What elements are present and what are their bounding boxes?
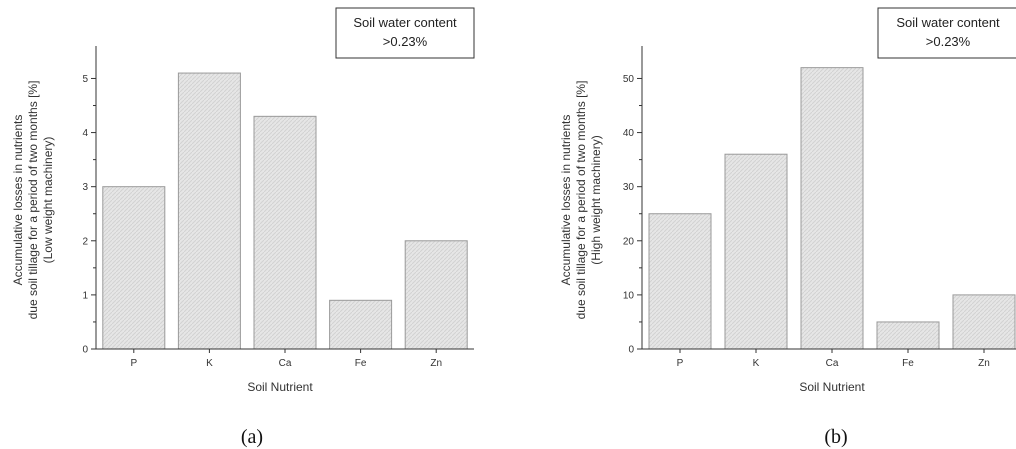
y-axis-title-line-2: due soil tillage for a period of two mon… bbox=[26, 81, 40, 320]
x-tick-label: Ca bbox=[279, 358, 292, 369]
y-axis-title-line-3: (Low weight machinery) bbox=[41, 137, 55, 264]
y-tick-label: 0 bbox=[628, 345, 634, 356]
y-axis-title-line-3: (High weight machinery) bbox=[589, 135, 603, 264]
bar-k bbox=[177, 72, 241, 350]
bar-zn bbox=[404, 240, 468, 350]
y-tick-label: 1 bbox=[82, 290, 88, 301]
x-axis-title: Soil Nutrient bbox=[799, 380, 865, 394]
y-ticks: 0 1 2 3 4 5 bbox=[82, 74, 96, 356]
bar-fe bbox=[329, 299, 393, 350]
x-tick-label: Fe bbox=[355, 358, 367, 369]
x-tick-label: Fe bbox=[902, 358, 914, 369]
bars bbox=[102, 72, 468, 350]
y-tick-label: 50 bbox=[623, 74, 635, 85]
y-tick-label: 20 bbox=[623, 236, 635, 247]
y-axis-title-line-1: Accumulative losses in nutrients bbox=[11, 115, 25, 286]
x-ticks: P K Ca Fe Zn bbox=[130, 349, 442, 369]
y-tick-label: 5 bbox=[82, 74, 88, 85]
y-tick-label: 0 bbox=[82, 345, 88, 356]
bar-ca bbox=[800, 67, 864, 350]
legend-frame bbox=[335, 7, 475, 59]
y-axis-title-line-1: Accumulative losses in nutrients bbox=[559, 115, 573, 286]
x-tick-label: Zn bbox=[978, 358, 990, 369]
y-axis-title: Accumulative losses in nutrients due soi… bbox=[559, 81, 603, 320]
legend-line-2: >0.23% bbox=[926, 34, 971, 49]
panel-caption: (a) bbox=[241, 426, 263, 448]
legend-box: Soil water content >0.23% bbox=[877, 7, 1016, 59]
bar-zn bbox=[952, 294, 1016, 350]
y-tick-label: 30 bbox=[623, 182, 635, 193]
y-tick-label: 3 bbox=[82, 182, 88, 193]
x-tick-label: Zn bbox=[430, 358, 442, 369]
x-axis-title: Soil Nutrient bbox=[247, 380, 313, 394]
bar-p bbox=[648, 213, 712, 350]
x-tick-label: Ca bbox=[826, 358, 839, 369]
panel-caption: (b) bbox=[824, 426, 847, 448]
bar-ca bbox=[253, 115, 317, 350]
x-tick-label: P bbox=[130, 358, 137, 369]
axes bbox=[641, 46, 1016, 350]
x-tick-label: K bbox=[206, 358, 213, 369]
bar-fe bbox=[876, 321, 940, 350]
x-tick-label: K bbox=[753, 358, 760, 369]
bar-k bbox=[724, 153, 788, 350]
y-tick-label: 4 bbox=[82, 128, 88, 139]
y-axis-title: Accumulative losses in nutrients due soi… bbox=[11, 81, 55, 320]
bar-p bbox=[102, 186, 166, 350]
y-tick-label: 2 bbox=[82, 236, 88, 247]
y-tick-label: 40 bbox=[623, 128, 635, 139]
y-axis-title-line-2: due soil tillage for a period of two mon… bbox=[574, 81, 588, 320]
x-tick-label: P bbox=[677, 358, 684, 369]
legend-line-2: >0.23% bbox=[383, 34, 428, 49]
y-tick-label: 10 bbox=[623, 290, 635, 301]
legend-box: Soil water content >0.23% bbox=[335, 7, 475, 59]
x-ticks: P K Ca Fe Zn bbox=[677, 349, 990, 369]
y-ticks: 0 10 20 30 40 50 bbox=[623, 74, 642, 356]
legend-frame bbox=[877, 7, 1016, 59]
legend-line-1: Soil water content bbox=[896, 15, 1000, 30]
chart-panel-b: Accumulative losses in nutrients due soi… bbox=[559, 7, 1016, 448]
bars bbox=[648, 67, 1016, 350]
chart-panel-a: Accumulative losses in nutrients due soi… bbox=[11, 7, 475, 448]
legend-line-1: Soil water content bbox=[353, 15, 457, 30]
